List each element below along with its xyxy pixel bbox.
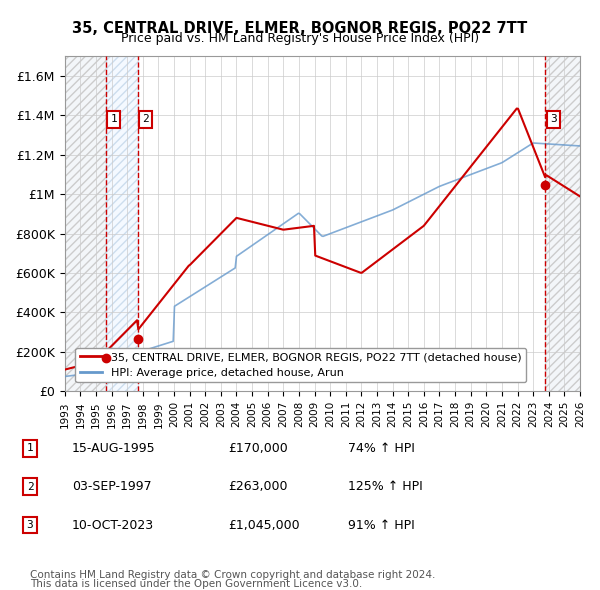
Bar [106, 56, 137, 391]
Text: £1,045,000: £1,045,000 [228, 519, 299, 532]
Text: 3: 3 [550, 114, 557, 124]
Text: 125% ↑ HPI: 125% ↑ HPI [348, 480, 423, 493]
Text: 91% ↑ HPI: 91% ↑ HPI [348, 519, 415, 532]
Bar [545, 56, 580, 391]
Text: Contains HM Land Registry data © Crown copyright and database right 2024.: Contains HM Land Registry data © Crown c… [30, 571, 436, 580]
Text: 3: 3 [26, 520, 34, 530]
Text: 10-OCT-2023: 10-OCT-2023 [72, 519, 154, 532]
Text: 03-SEP-1997: 03-SEP-1997 [72, 480, 152, 493]
Bar [106, 56, 137, 391]
Bar [545, 56, 580, 391]
Text: 35, CENTRAL DRIVE, ELMER, BOGNOR REGIS, PO22 7TT: 35, CENTRAL DRIVE, ELMER, BOGNOR REGIS, … [73, 21, 527, 35]
Text: This data is licensed under the Open Government Licence v3.0.: This data is licensed under the Open Gov… [30, 579, 362, 589]
Text: £263,000: £263,000 [228, 480, 287, 493]
Text: 1: 1 [26, 444, 34, 453]
Text: 15-AUG-1995: 15-AUG-1995 [72, 442, 155, 455]
Text: £170,000: £170,000 [228, 442, 288, 455]
Bar [65, 56, 106, 391]
Text: 1: 1 [110, 114, 117, 124]
Bar [65, 56, 106, 391]
Text: 74% ↑ HPI: 74% ↑ HPI [348, 442, 415, 455]
Text: 2: 2 [26, 482, 34, 491]
Text: 2: 2 [142, 114, 149, 124]
Legend: 35, CENTRAL DRIVE, ELMER, BOGNOR REGIS, PO22 7TT (detached house), HPI: Average : 35, CENTRAL DRIVE, ELMER, BOGNOR REGIS, … [76, 348, 526, 382]
Text: Price paid vs. HM Land Registry's House Price Index (HPI): Price paid vs. HM Land Registry's House … [121, 32, 479, 45]
